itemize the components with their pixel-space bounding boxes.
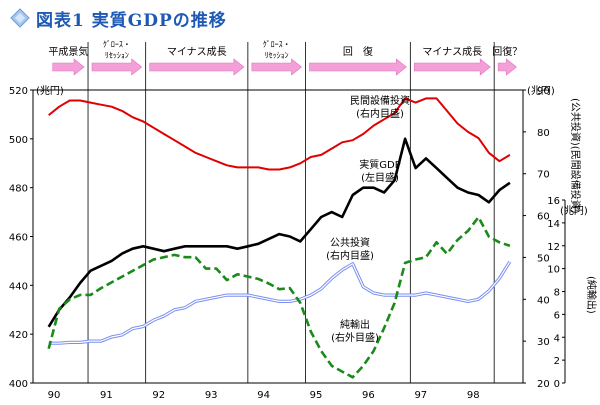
left-axis-unit: (兆円) <box>36 85 64 97</box>
right-axis-tick-label: 40 <box>537 295 550 306</box>
x-axis-tick-label: 93 <box>205 390 218 401</box>
left-axis-tick-label: 420 <box>9 330 28 341</box>
series-annotation-sublabel: (左目盛) <box>361 171 399 184</box>
left-axis-tick-label: 400 <box>9 379 28 390</box>
right-axis-tick-label: 80 <box>537 128 550 139</box>
series-annotation-label: 実質GDP <box>359 158 400 171</box>
netexport-axis-unit: (兆円) <box>560 205 588 217</box>
chart-title: 図表1 実質GDPの推移 <box>36 10 227 31</box>
right-axis-tick-label: 70 <box>537 170 550 181</box>
phase-label: 平成景気 <box>48 45 88 58</box>
phase-arrow <box>309 58 407 76</box>
phase-label: マイナス成長 <box>422 46 482 58</box>
left-axis-tick-label: 480 <box>9 184 28 195</box>
netexport-axis-tick-label: 8 <box>554 288 560 299</box>
phase-arrow <box>497 58 517 76</box>
netexport-axis-tick-label: 16 <box>547 196 560 207</box>
series-line-public-investment-outer <box>48 260 512 345</box>
chart-title-block: 図表1 実質GDPの推移 <box>10 6 227 31</box>
left-axis-tick-label: 500 <box>9 135 28 146</box>
left-axis-tick-label: 520 <box>9 86 28 97</box>
phase-arrow <box>52 58 85 76</box>
x-axis-tick-label: 92 <box>152 390 165 401</box>
phase-label: ﾘｾｯｼｮﾝ <box>265 51 289 60</box>
right-axis-label: (公共投資)(民間設備投資) <box>569 98 582 214</box>
x-axis-tick-label: 98 <box>467 390 480 401</box>
right-axis-tick-label: 50 <box>537 253 550 264</box>
left-axis-tick-label: 440 <box>9 281 28 292</box>
diamond-icon <box>10 8 30 28</box>
phase-label: ﾘｾｯｼｮﾝ <box>105 51 129 60</box>
series-annotation-sublabel: (右内目盛) <box>356 107 404 120</box>
series-line-public-investment-inner <box>48 261 511 344</box>
x-axis-tick-label: 96 <box>362 390 375 401</box>
series-annotation-sublabel: (右外目盛) <box>331 331 379 344</box>
series-line-民間設備投資 <box>48 97 511 171</box>
phase-arrow <box>251 58 302 76</box>
phase-label: ｸﾞﾛｰｽ・ <box>263 40 291 49</box>
right-axis-tick-label: 60 <box>537 212 550 223</box>
right-axis-tick-label: 20 <box>537 379 550 390</box>
netexport-axis-tick-label: 2 <box>554 356 560 367</box>
series-annotation-label: 民間設備投資 <box>350 94 410 107</box>
x-axis-tick-label: 94 <box>257 390 270 401</box>
phase-label: ｸﾞﾛｰｽ・ <box>103 40 131 49</box>
phase-label: 回 復 <box>343 45 373 58</box>
netexport-axis-label: (純輸出) <box>585 276 598 314</box>
series-line-実質GDP <box>47 137 511 328</box>
right-axis-tick-label: 90 <box>537 86 550 97</box>
phase-arrow <box>414 58 491 76</box>
x-axis-tick-label: 97 <box>414 390 427 401</box>
series-line-純輸出 <box>47 215 511 379</box>
series-annotation-sublabel: (右内目盛) <box>326 249 374 262</box>
left-axis-tick-label: 460 <box>9 233 28 244</box>
right-axis-tick-label: 30 <box>537 337 550 348</box>
series-annotation-label: 純輸出 <box>340 318 370 331</box>
x-axis-tick-label: 95 <box>310 390 323 401</box>
netexport-axis-tick-label: 4 <box>554 333 560 344</box>
x-axis-tick-label: 90 <box>48 390 61 401</box>
right-axis-unit: (兆円) <box>527 85 555 97</box>
netexport-axis-tick-label: 14 <box>547 219 560 230</box>
x-axis-tick-label: 91 <box>100 390 113 401</box>
phase-label: マイナス成長 <box>167 46 227 58</box>
series-annotation-label: 公共投資 <box>330 236 370 249</box>
netexport-axis-tick-label: 6 <box>554 310 560 321</box>
phase-arrow <box>149 58 245 76</box>
phase-label: 回復？ <box>492 45 522 58</box>
netexport-axis-tick-label: 12 <box>547 242 560 253</box>
netexport-axis-tick-label: 10 <box>547 265 560 276</box>
phase-arrow <box>91 58 143 76</box>
netexport-axis-tick-label: 0 <box>554 379 560 390</box>
